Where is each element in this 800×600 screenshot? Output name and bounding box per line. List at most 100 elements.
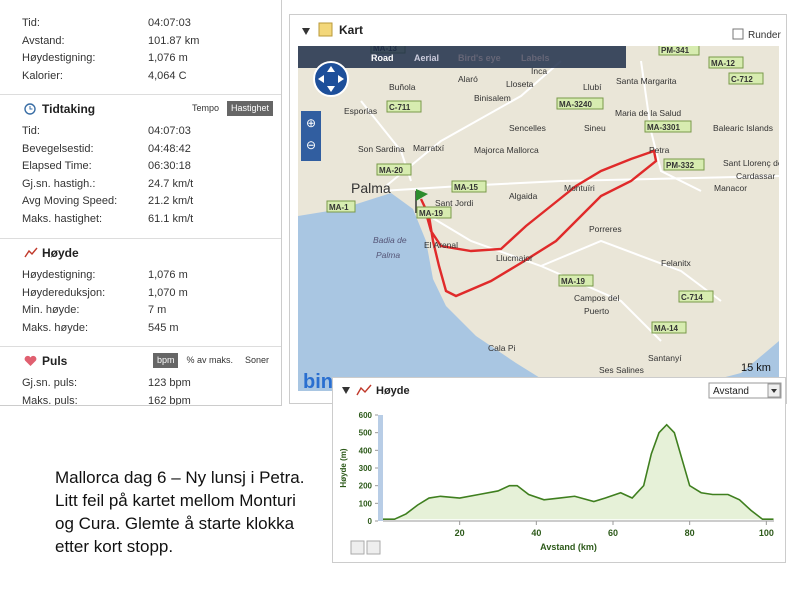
- collapse-arrow[interactable]: [302, 28, 310, 35]
- stat-row: Maks. hastighet: 61.1 km/t: [0, 211, 281, 229]
- map-svg: Kart Runder MA-13IncaPM-341MA-12BuñolaAl…: [298, 22, 781, 391]
- y-tick-label: 100: [359, 499, 373, 508]
- map-scale: 15 km: [741, 362, 771, 374]
- dropdown[interactable]: [708, 382, 782, 399]
- caption-line: og Cura. Glemte å starte klokka: [55, 514, 295, 533]
- road-label: MA-14: [654, 324, 679, 333]
- stat-row: Høydereduksjon: 1,070 m: [0, 285, 281, 303]
- stat-row: Avstand: 101.87 km: [0, 33, 281, 51]
- tab[interactable]: Tempo: [191, 103, 219, 113]
- collapse-arrow[interactable]: [342, 387, 350, 394]
- x-tick-label: 80: [685, 528, 695, 538]
- section-header: Høyde: [0, 238, 281, 267]
- caption-line: Mallorca dag 6 – Ny lunsj i Petra.: [55, 468, 305, 487]
- start-flag: [416, 189, 428, 201]
- y-tick-label: 200: [359, 482, 373, 491]
- place-label: El Arenal: [424, 240, 458, 250]
- road-shield: [451, 180, 487, 193]
- stat-row: Bevegelsestid: 04:48:42: [0, 141, 281, 159]
- sea: [298, 193, 561, 391]
- summary-section: Tid: 04:07:03 Avstand: 101.87 km Høydestigni…: [0, 15, 281, 85]
- stat-value: 1,076 m: [148, 269, 188, 281]
- map-tabs: Road Aerial Bird's eye Labels: [371, 53, 550, 63]
- stat-value: 04:07:03: [148, 17, 191, 29]
- road-label: MA-20: [379, 166, 404, 175]
- map-labels: MA-13IncaPM-341MA-12BuñolaAlaróLlosetaSa…: [326, 46, 779, 375]
- zoom-in-button[interactable]: [350, 540, 365, 555]
- stat-label: Gj.sn. hastigh.:: [22, 177, 96, 190]
- zoom-out[interactable]: ⊖: [306, 138, 316, 152]
- place-label: Palma: [351, 180, 391, 196]
- map-tab[interactable]: Road: [371, 53, 394, 63]
- map-tab[interactable]: Labels: [521, 53, 550, 63]
- stat-value: 7 m: [148, 304, 167, 316]
- road-label: MA-3301: [647, 123, 680, 132]
- road-shield: [678, 290, 714, 303]
- section-title: Tidtaking: [42, 102, 96, 116]
- road-label: C-712: [731, 75, 753, 84]
- clock-icon: [24, 103, 36, 115]
- pulse-section: Puls bpm % av maks. Soner Gj.sn. puls: 123 …: [0, 346, 281, 406]
- stat-label: Kalorier:: [22, 69, 63, 82]
- place-label: Cala Pi: [488, 343, 516, 353]
- dropdown-arrow: [771, 389, 777, 393]
- stat-row: Min. høyde: 7 m: [0, 302, 281, 320]
- road-label: MA-3240: [559, 100, 592, 109]
- stat-value: 61.1 km/t: [148, 212, 194, 225]
- zoom-control[interactable]: [301, 111, 321, 161]
- stat-value: 1,070 m: [148, 286, 188, 299]
- tab[interactable]: bpm: [152, 353, 179, 368]
- place-label: Santa Margarita: [616, 76, 677, 86]
- stat-value: 21.2 km/t: [148, 195, 194, 207]
- stat-value: 24.7 km/t: [148, 177, 194, 190]
- tab[interactable]: Soner: [244, 355, 269, 365]
- stat-value: 1,076 m: [148, 52, 188, 64]
- zoom-in[interactable]: ⊕: [306, 116, 316, 130]
- stat-value: 06:30:18: [148, 160, 191, 172]
- stat-value: 4,064 C: [148, 69, 187, 82]
- stat-label: Gj.sn. puls:: [22, 377, 78, 389]
- y-tick-label: 0: [368, 517, 373, 526]
- height-icon: [24, 247, 38, 258]
- pan-control[interactable]: [313, 61, 349, 97]
- axis-strip: [378, 415, 383, 521]
- road-shield: [658, 46, 700, 56]
- map-tab[interactable]: Bird's eye: [458, 53, 501, 63]
- laps-checkbox[interactable]: [732, 28, 744, 40]
- map: MA-13IncaPM-341MA-12BuñolaAlaróLlosetaSa…: [298, 46, 779, 391]
- place-label: Inca: [531, 66, 547, 76]
- stat-label: Min. høyde:: [22, 304, 80, 316]
- elevation-line: [383, 423, 774, 521]
- zoom-out-button[interactable]: [366, 540, 381, 555]
- road-label: MA-19: [561, 277, 586, 286]
- road-label: MA-12: [711, 59, 736, 68]
- map-tab[interactable]: Aerial: [414, 53, 439, 63]
- map-title: Kart: [339, 23, 363, 37]
- stat-row: Høydestigning: 1,076 m: [0, 267, 281, 285]
- stat-label: Høydestigning:: [22, 269, 96, 281]
- stat-value: 101.87 km: [148, 34, 200, 47]
- road-label: PM-332: [666, 161, 695, 170]
- road-shield: [556, 97, 604, 110]
- elevation-panel: Høyde Avstand 0 100 200 300 400 500 600 20 40 60 8…: [332, 377, 786, 563]
- dropdown-value: Avstand: [713, 386, 749, 397]
- section-header: Tidtaking Tempo Hastighet: [0, 94, 281, 123]
- road-label: C-711: [389, 103, 411, 112]
- laps-label: Runder: [748, 30, 781, 41]
- map-icon: [318, 22, 333, 37]
- tab[interactable]: % av maks.: [186, 355, 233, 365]
- stat-row: Gj.sn. hastigh.: 24.7 km/t: [0, 176, 281, 194]
- place-label: Son Sardina: [358, 144, 405, 154]
- x-tick-label: 60: [608, 528, 618, 538]
- caption-line: etter kort stopp.: [55, 537, 174, 556]
- stat-label: Maks. puls:: [22, 394, 78, 406]
- tab[interactable]: Hastighet: [226, 101, 273, 116]
- place-label: Cardassar: [736, 171, 775, 181]
- stat-value: 545 m: [148, 321, 179, 334]
- stat-label: Avg Moving Speed:: [22, 195, 118, 207]
- stat-label: Tid:: [22, 125, 40, 137]
- place-label: Balearic Islands: [713, 123, 773, 133]
- stat-label: Avstand:: [22, 34, 65, 47]
- road-shield: [708, 56, 744, 69]
- x-tick-label: 40: [531, 528, 541, 538]
